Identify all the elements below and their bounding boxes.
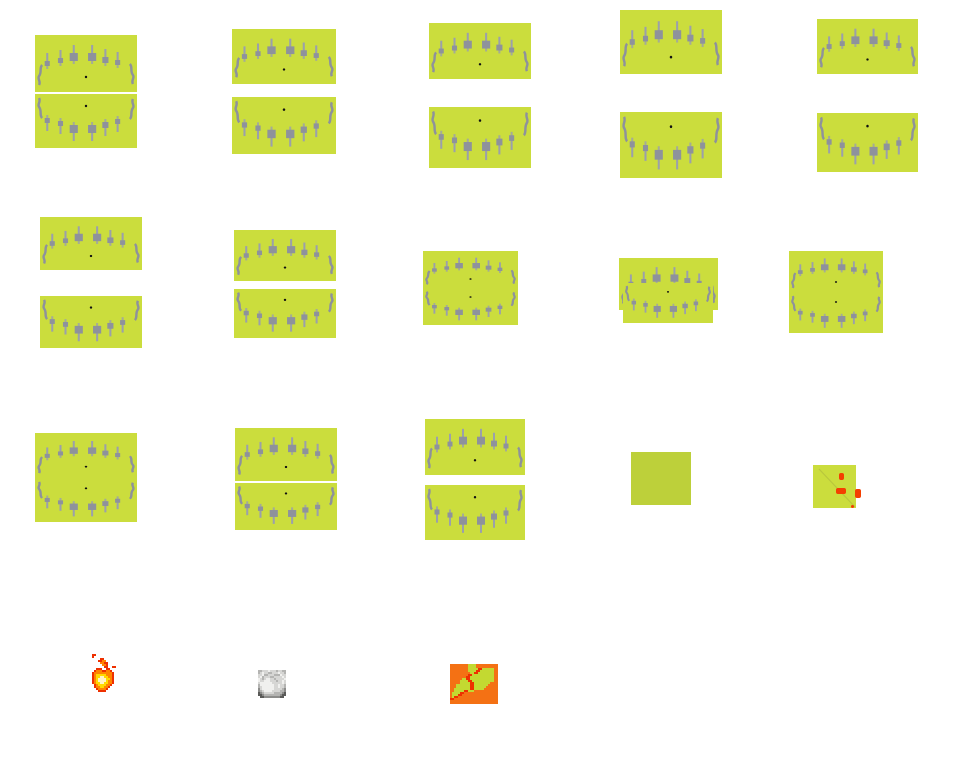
lower-arch-thumb <box>35 94 137 148</box>
plain-tile <box>631 452 691 505</box>
upper-arch-thumb <box>35 35 137 92</box>
upper-arch-thumb <box>232 29 336 84</box>
fireball-sprite <box>88 654 122 692</box>
lower-arch-thumb <box>620 112 722 178</box>
lower-arch-thumb <box>232 97 336 154</box>
lower-arch-thumb <box>429 107 531 168</box>
lower-arch-thumb <box>235 483 337 530</box>
lower-arch-thumb <box>425 485 525 540</box>
upper-arch-thumb <box>234 230 336 281</box>
upper-arch-thumb <box>425 419 525 475</box>
lower-arch-thumb <box>623 283 713 323</box>
upper-arch-thumb <box>235 428 337 481</box>
upper-arch-thumb <box>40 217 142 270</box>
upper-arch-thumb <box>620 10 722 74</box>
diagonal-arrow-tile <box>450 664 498 704</box>
upper-arch-thumb <box>429 23 531 79</box>
upper-arch-thumb <box>817 19 918 74</box>
lower-arch-thumb <box>234 289 336 338</box>
lower-arch-thumb <box>40 296 142 348</box>
full-arch-thumb <box>423 251 518 325</box>
spotted-tile <box>813 465 861 508</box>
stone-sprite <box>258 670 286 698</box>
full-arch-thumb <box>789 251 883 333</box>
full-arch-thumb <box>35 433 137 522</box>
red-spot-marks <box>813 465 861 508</box>
lower-arch-thumb <box>817 113 918 172</box>
